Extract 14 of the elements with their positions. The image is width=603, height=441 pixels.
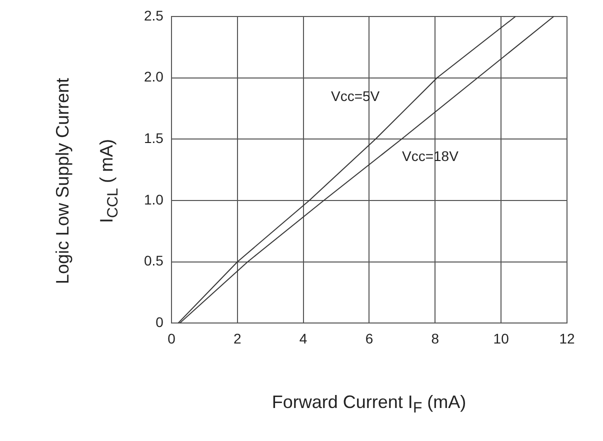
x-tick-label: 2 — [233, 330, 242, 346]
x-tick-label: 6 — [365, 330, 374, 346]
x-tick-label: 12 — [559, 330, 575, 346]
x-axis-title: Forward Current I$_{F}$ (mA) — [270, 392, 468, 417]
x-tick-label: 8 — [431, 330, 440, 346]
y-tick-label: 2.5 — [144, 7, 164, 24]
x-tick-label: 10 — [493, 330, 510, 346]
y-tick-label: 1.0 — [144, 191, 164, 208]
x-tick-label: 0 — [168, 330, 176, 346]
y-tick-label: 0 — [156, 314, 164, 330]
y-tick-label: 1.5 — [144, 130, 164, 146]
y-tick-label: 0.5 — [144, 252, 164, 269]
y-tick-label: 2.0 — [144, 68, 164, 85]
x-tick-label: 4 — [299, 330, 308, 346]
